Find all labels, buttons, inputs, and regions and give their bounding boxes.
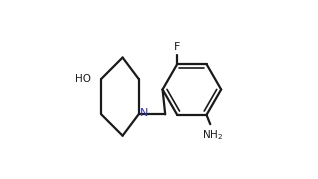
- Text: N: N: [140, 108, 149, 118]
- Text: HO: HO: [75, 74, 91, 84]
- Text: NH$_2$: NH$_2$: [202, 128, 223, 142]
- Text: F: F: [174, 42, 180, 52]
